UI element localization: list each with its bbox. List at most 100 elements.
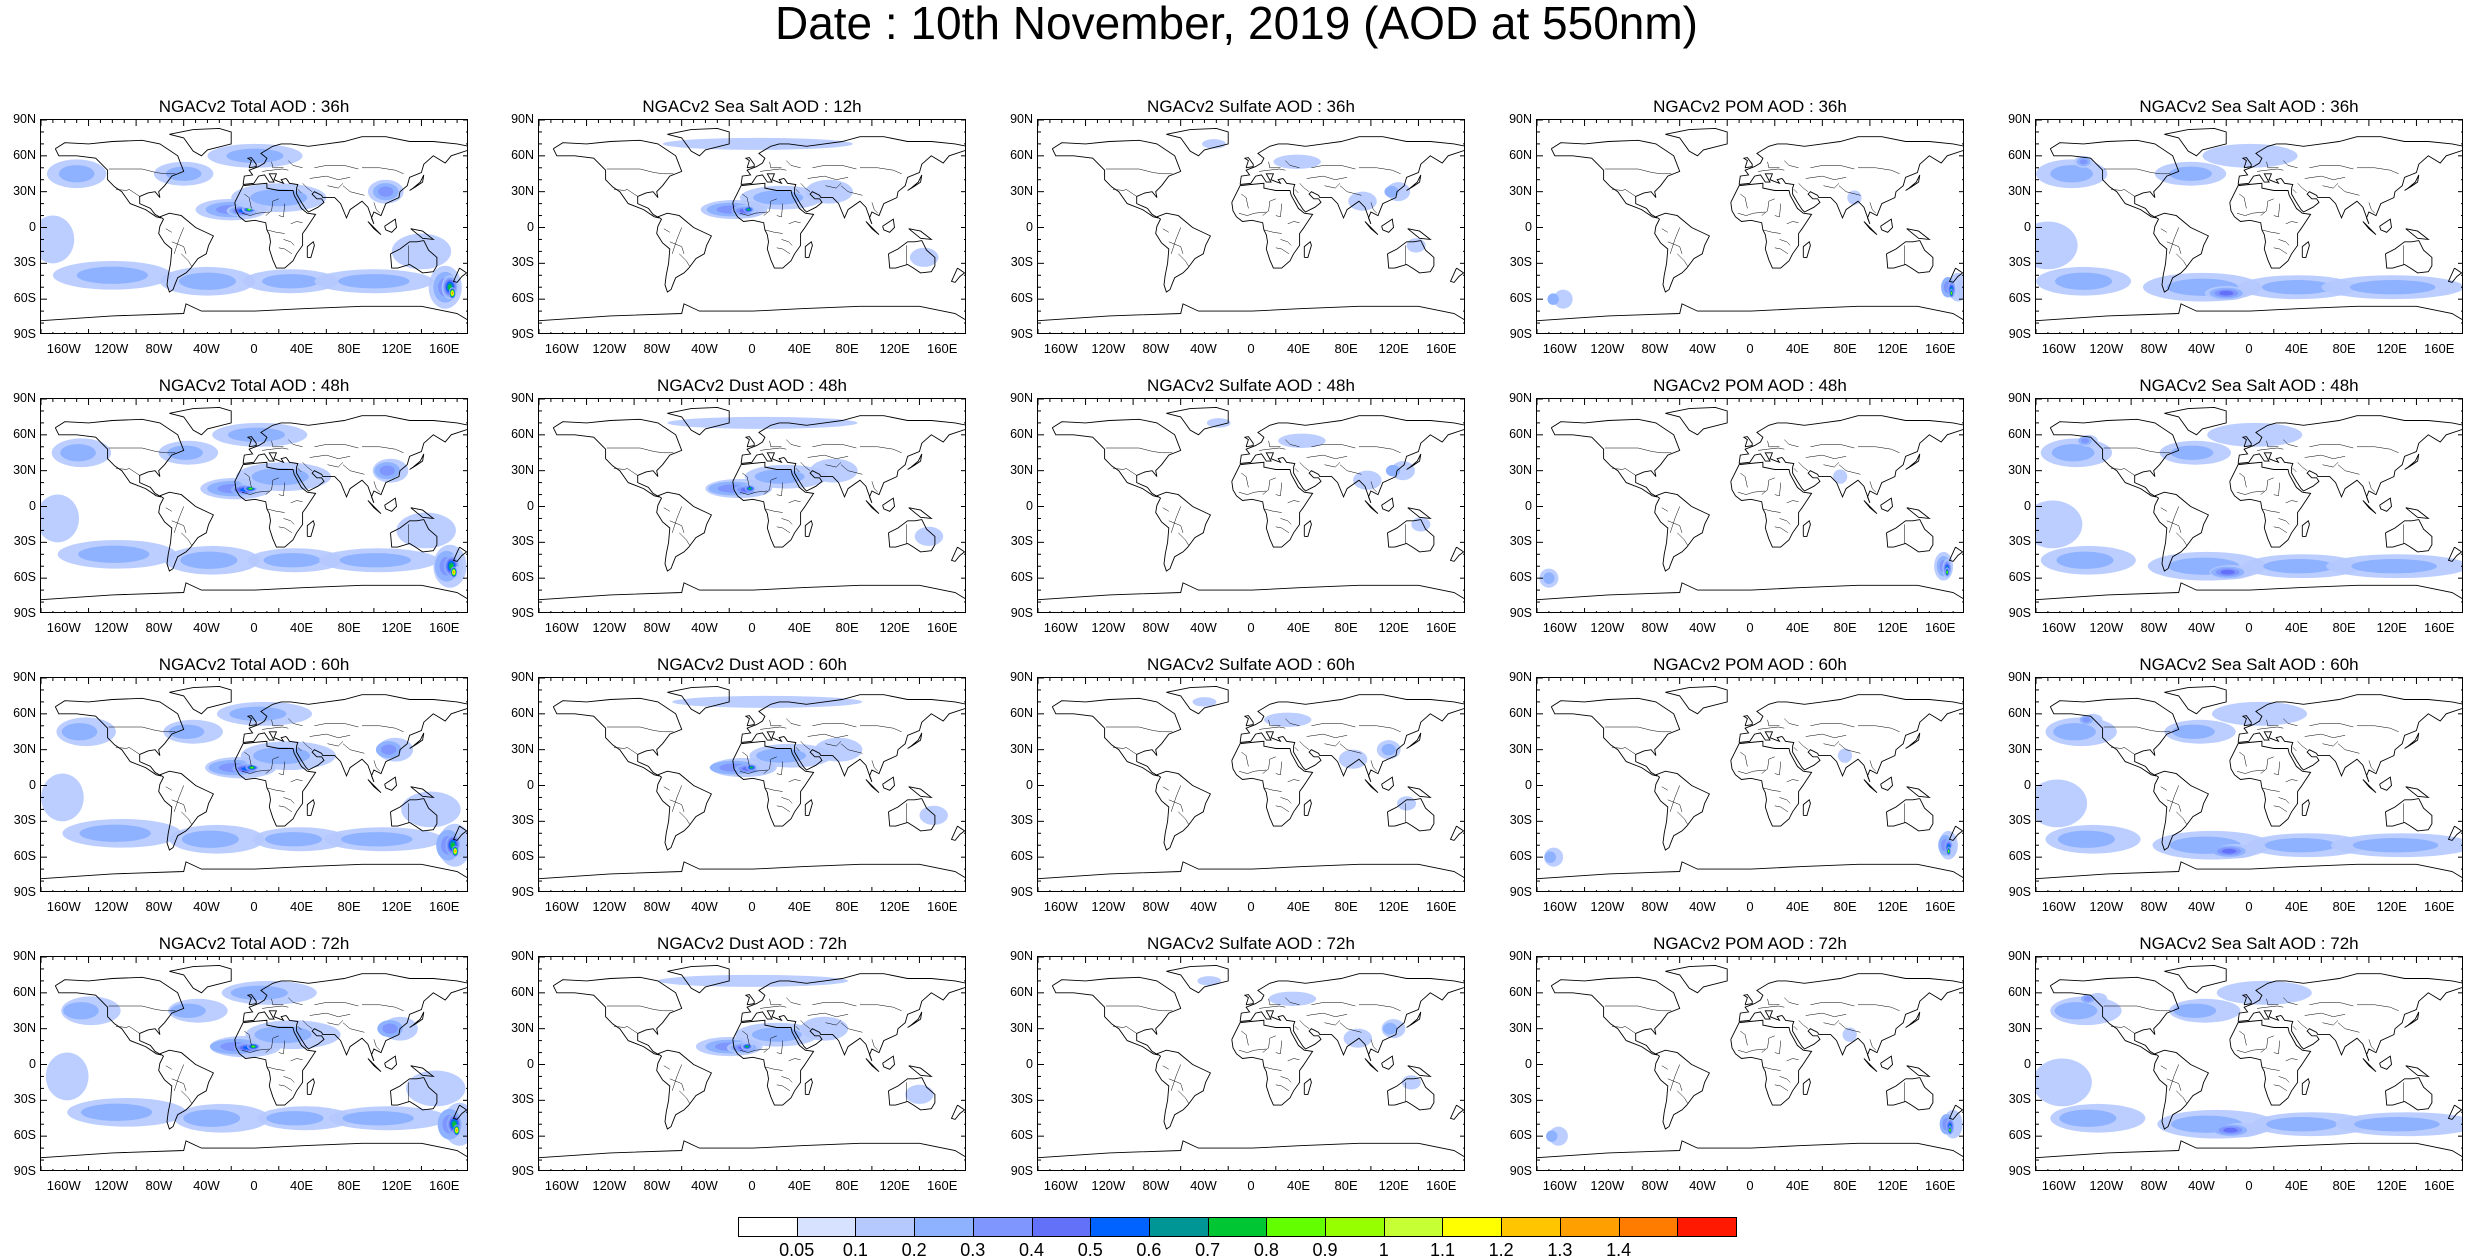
coastline — [2405, 786, 2430, 799]
border-line — [795, 747, 800, 752]
coastlines — [539, 964, 965, 1159]
aod-contour — [1206, 418, 1231, 428]
coastline — [740, 136, 965, 225]
tick-marks — [539, 399, 965, 612]
aod-contour — [391, 233, 452, 270]
border-line — [1263, 229, 1282, 234]
lat-tick-label: 90S — [511, 1164, 534, 1178]
aod-contour — [2080, 438, 2090, 444]
aod-contour — [253, 747, 311, 765]
lat-tick-label: 0 — [29, 777, 36, 792]
aod-contour — [1268, 991, 1317, 1006]
border-line — [764, 787, 783, 792]
aod-contour — [1381, 743, 1396, 756]
border-line — [115, 189, 140, 197]
aod-contour — [750, 766, 753, 769]
coastline — [1906, 1065, 1931, 1078]
border-line — [871, 760, 878, 772]
border-line — [2261, 787, 2280, 792]
lon-tick-label: 40E — [289, 899, 314, 914]
panel-title: NGACv2 Sulfate AOD : 48h — [1147, 376, 1355, 395]
coastline — [2229, 461, 2312, 548]
border-line — [1285, 439, 1300, 448]
coastline — [1550, 697, 1681, 777]
border-line — [788, 779, 801, 783]
border-line — [241, 769, 270, 774]
border-line — [2322, 1020, 2339, 1026]
lon-tick-label: 80W — [145, 341, 173, 356]
border-line — [1105, 1005, 1173, 1012]
border-line — [1805, 454, 1847, 459]
coastline — [242, 415, 467, 504]
border-line — [763, 198, 777, 216]
lon-tick-label: 0 — [2245, 1178, 2253, 1193]
coastline — [950, 825, 965, 841]
border-line — [1786, 500, 1799, 504]
border-line — [278, 203, 285, 218]
aod-contour — [810, 458, 858, 483]
aod-contour — [753, 190, 804, 205]
border-line — [1667, 799, 1683, 812]
tick-marks — [1038, 120, 1464, 333]
lon-tick-label: 160W — [2041, 620, 2076, 635]
lat-tick-label: 60S — [13, 849, 36, 864]
coastline — [1665, 127, 1728, 157]
border-line — [1162, 228, 1169, 233]
lat-tick-label: 60N — [1509, 984, 1532, 999]
aod-contour — [2266, 1117, 2338, 1132]
border-line — [786, 160, 801, 169]
aod-contour — [379, 465, 395, 476]
coastline — [2447, 546, 2462, 562]
lon-tick-label: 120W — [1590, 341, 1625, 356]
coastline — [169, 964, 232, 994]
border-line — [2285, 221, 2298, 225]
lon-tick-label: 40W — [193, 899, 220, 914]
panel-title: NGACv2 POM AOD : 60h — [1653, 655, 1847, 674]
border-line — [2266, 161, 2279, 169]
border-line — [2304, 733, 2346, 738]
border-line — [1324, 183, 1341, 189]
aod-contour — [1948, 850, 1949, 852]
border-line — [1241, 751, 1249, 767]
border-line — [2239, 751, 2247, 767]
tick-marks — [1038, 957, 1464, 1170]
aod-field — [1197, 976, 1421, 1090]
border-line — [2283, 160, 2298, 169]
coastline — [1802, 520, 1811, 537]
border-line — [2337, 185, 2360, 196]
border-line — [297, 1026, 302, 1031]
aod-contour — [41, 494, 80, 543]
border-line — [1761, 756, 1775, 774]
lat-tick-label: 30S — [2008, 534, 2031, 549]
border-line — [671, 1064, 682, 1091]
panel-title: NGACv2 Sulfate AOD : 60h — [1147, 655, 1355, 674]
aod-contour — [76, 266, 148, 284]
border-line — [327, 183, 344, 189]
coastline — [888, 798, 936, 832]
border-line — [1798, 1020, 1809, 1029]
lat-tick-label: 90N — [13, 391, 36, 405]
border-line — [1238, 490, 1267, 495]
border-line — [769, 719, 782, 727]
border-line — [314, 165, 359, 170]
colorbar-swatch — [972, 1217, 1033, 1237]
border-line — [1767, 719, 1780, 727]
coastline — [1387, 240, 1435, 274]
coastline — [1449, 1104, 1464, 1120]
coastline — [907, 453, 923, 470]
coastline — [2036, 582, 2462, 601]
border-line — [812, 444, 857, 449]
border-line — [265, 1035, 279, 1053]
border-line — [1810, 165, 1855, 170]
border-line — [800, 462, 811, 471]
border-line — [2266, 719, 2279, 727]
coastline — [452, 546, 467, 562]
border-line — [2309, 165, 2354, 170]
lon-tick-label: 120W — [94, 341, 129, 356]
coastlines — [1038, 127, 1464, 322]
lat-tick-label: 0 — [2024, 498, 2031, 513]
lon-tick-label: 160E — [2424, 1178, 2455, 1193]
lon-tick-label: 120W — [1091, 341, 1126, 356]
border-line — [1241, 193, 1249, 209]
lon-tick-label: 80E — [2332, 620, 2356, 635]
